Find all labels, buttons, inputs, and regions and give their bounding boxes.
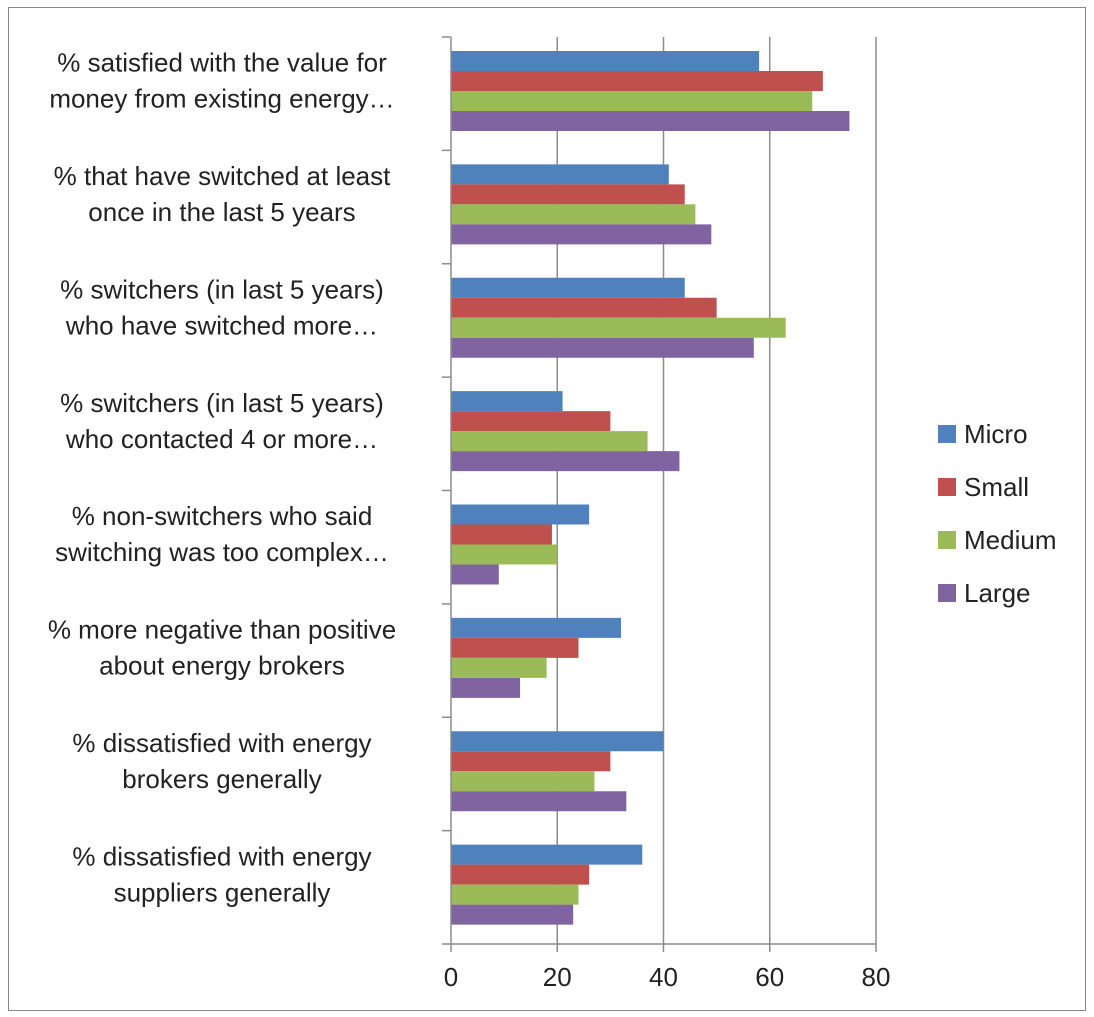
bar-micro: [451, 164, 669, 185]
x-tick-labels: 0 20 40 60 80: [444, 962, 891, 992]
bar-medium: [451, 657, 547, 678]
category-label: switching was too complex…: [55, 537, 389, 567]
bar-small: [451, 864, 590, 885]
bar-large: [451, 224, 712, 245]
bar-small: [451, 637, 579, 658]
x-tick-label: 60: [755, 962, 784, 992]
bar-large: [451, 904, 574, 925]
bar-small: [451, 71, 823, 91]
bar-small: [451, 184, 685, 205]
bar-micro: [451, 277, 685, 298]
legend-label-medium: Medium: [964, 525, 1056, 555]
category-label: who contacted 4 or more…: [65, 424, 378, 454]
bar-small: [451, 297, 717, 318]
legend-label-micro: Micro: [964, 419, 1028, 449]
category-label: % more negative than positive: [48, 615, 396, 645]
legend-swatch-medium: [938, 531, 956, 549]
bar-large: [451, 451, 680, 472]
category-label: % that have switched at least: [54, 161, 392, 191]
category-labels: % satisfied with the value for money from…: [48, 48, 396, 908]
bar-micro: [451, 844, 643, 865]
category-label: % switchers (in last 5 years): [60, 274, 384, 304]
category-label: % satisfied with the value for: [57, 48, 387, 78]
category-label: brokers generally: [122, 764, 321, 794]
bar-micro: [451, 391, 563, 412]
axes: [442, 36, 877, 952]
category-label: money from existing energy…: [49, 84, 394, 114]
x-tick-label: 40: [649, 962, 678, 992]
x-tick-label: 0: [444, 962, 458, 992]
bar-small: [451, 751, 611, 772]
bar-medium: [451, 431, 648, 452]
legend-swatch-large: [938, 584, 956, 602]
bar-medium: [451, 544, 558, 565]
bar-micro: [451, 51, 760, 71]
legend-swatch-small: [938, 478, 956, 496]
legend-label-small: Small: [964, 472, 1029, 502]
category-label: who have switched more…: [65, 310, 378, 340]
bar-medium: [451, 771, 595, 792]
category-label: % non-switchers who said: [72, 501, 373, 531]
category-label: % dissatisfied with energy: [72, 841, 371, 871]
legend-label-large: Large: [964, 578, 1031, 608]
bars: [451, 51, 850, 925]
bar-large: [451, 791, 627, 812]
x-tick-label: 20: [543, 962, 572, 992]
bar-medium: [451, 204, 696, 225]
bar-small: [451, 524, 552, 545]
bar-large: [451, 564, 499, 585]
category-label: suppliers generally: [114, 877, 331, 907]
legend-swatch-micro: [938, 425, 956, 443]
bar-micro: [451, 617, 621, 638]
bar-small: [451, 411, 611, 432]
bar-large: [451, 111, 850, 131]
category-label: % switchers (in last 5 years): [60, 388, 384, 418]
category-label: % dissatisfied with energy: [72, 728, 371, 758]
category-label: once in the last 5 years: [88, 197, 355, 227]
bar-micro: [451, 504, 590, 525]
x-tick-label: 80: [862, 962, 891, 992]
bar-medium: [451, 91, 813, 111]
bar-large: [451, 677, 521, 698]
legend: Micro Small Medium Large: [938, 419, 1056, 608]
bar-micro: [451, 731, 664, 752]
category-label: about energy brokers: [99, 651, 345, 681]
bar-medium: [451, 884, 579, 905]
bar-large: [451, 337, 754, 358]
bar-medium: [451, 317, 786, 338]
